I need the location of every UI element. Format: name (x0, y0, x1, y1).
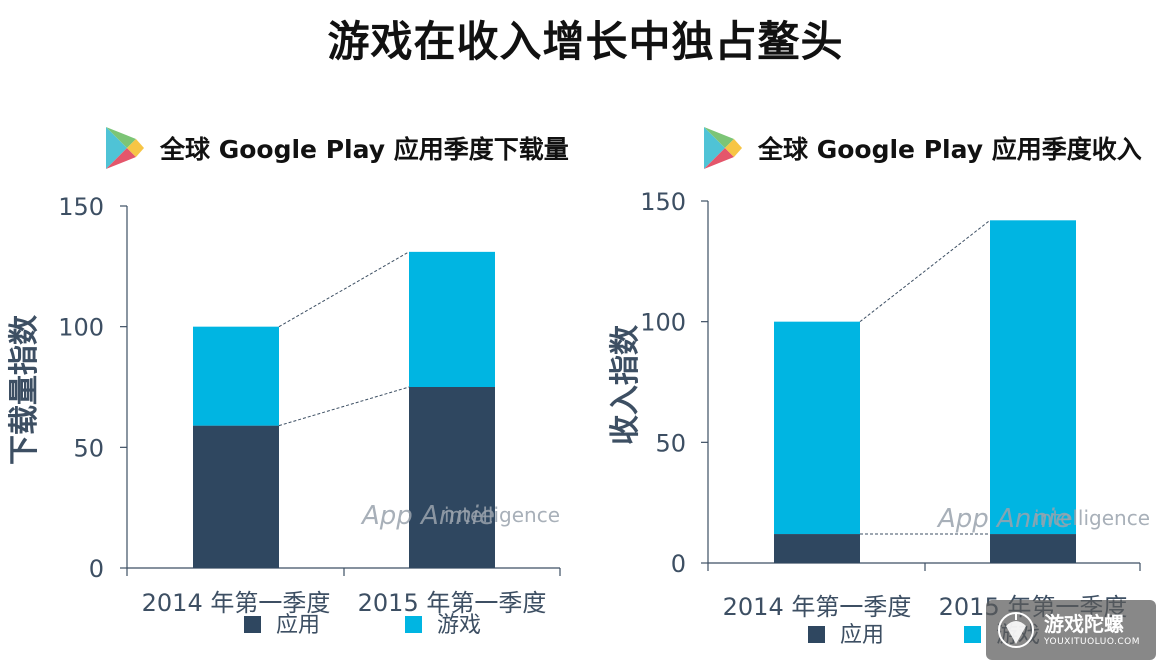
total-connector-line (859, 219, 991, 323)
bar-app-0 (193, 425, 279, 568)
page-title: 游戏在收入增长中独占鳌头 (327, 17, 844, 66)
x-category-label: 2014 年第一季度 (142, 589, 331, 617)
bar-game-0 (774, 321, 860, 535)
spinning-top-icon (998, 612, 1034, 648)
bar-game-0 (193, 326, 279, 426)
bar-game-1 (409, 251, 495, 387)
legend-label-game: 游戏 (437, 613, 481, 638)
y-axis-title: 收入指数 (608, 324, 643, 445)
y-tick-label: 0 (671, 550, 686, 578)
legend-label-app: 应用 (840, 623, 884, 648)
x-category-label: 2014 年第一季度 (723, 593, 912, 621)
google-play-icon (106, 127, 144, 169)
y-axis-title: 下载量指数 (7, 314, 42, 465)
bar-game-1 (990, 220, 1076, 535)
legend-swatch-app (244, 616, 261, 633)
y-tick-label: 100 (58, 314, 104, 342)
legend-swatch-game (405, 616, 422, 633)
watermark-app-annie: App Annie (936, 504, 1071, 534)
watermark-app-annie: App Annie (360, 501, 495, 531)
watermark-intelligence: intelligence (444, 503, 560, 527)
y-tick-label: 150 (640, 188, 686, 216)
chart-heading-text: 全球 Google Play 应用季度下载量 (160, 135, 569, 164)
legend-swatch-app (808, 626, 825, 643)
chart-heading-downloads: 全球 Google Play 应用季度下载量 (102, 124, 569, 172)
site-badge: 游戏陀螺 YOUXITUOLUO.COM (986, 600, 1156, 660)
y-tick-label: 50 (73, 434, 104, 462)
bar-app-1 (409, 387, 495, 568)
y-tick-label: 150 (58, 193, 104, 221)
y-tick-label: 0 (89, 555, 104, 583)
chart-heading-text: 全球 Google Play 应用季度收入 (758, 135, 1142, 164)
y-tick-label: 100 (640, 309, 686, 337)
watermark-intelligence: intelligence (1034, 506, 1150, 530)
bar-app-0 (774, 534, 860, 563)
legend-swatch-game (964, 626, 981, 643)
google-play-icon (704, 127, 742, 169)
legend-label-app: 应用 (276, 613, 320, 638)
badge-domain: YOUXITUOLUO.COM (1044, 637, 1141, 647)
app-connector-line (278, 386, 410, 427)
x-category-label: 2015 年第一季度 (358, 589, 547, 617)
chart-heading-revenue: 全球 Google Play 应用季度收入 (700, 124, 1142, 172)
badge-name: 游戏陀螺 (1044, 612, 1124, 636)
y-tick-label: 50 (655, 429, 686, 457)
bar-app-1 (990, 534, 1076, 563)
